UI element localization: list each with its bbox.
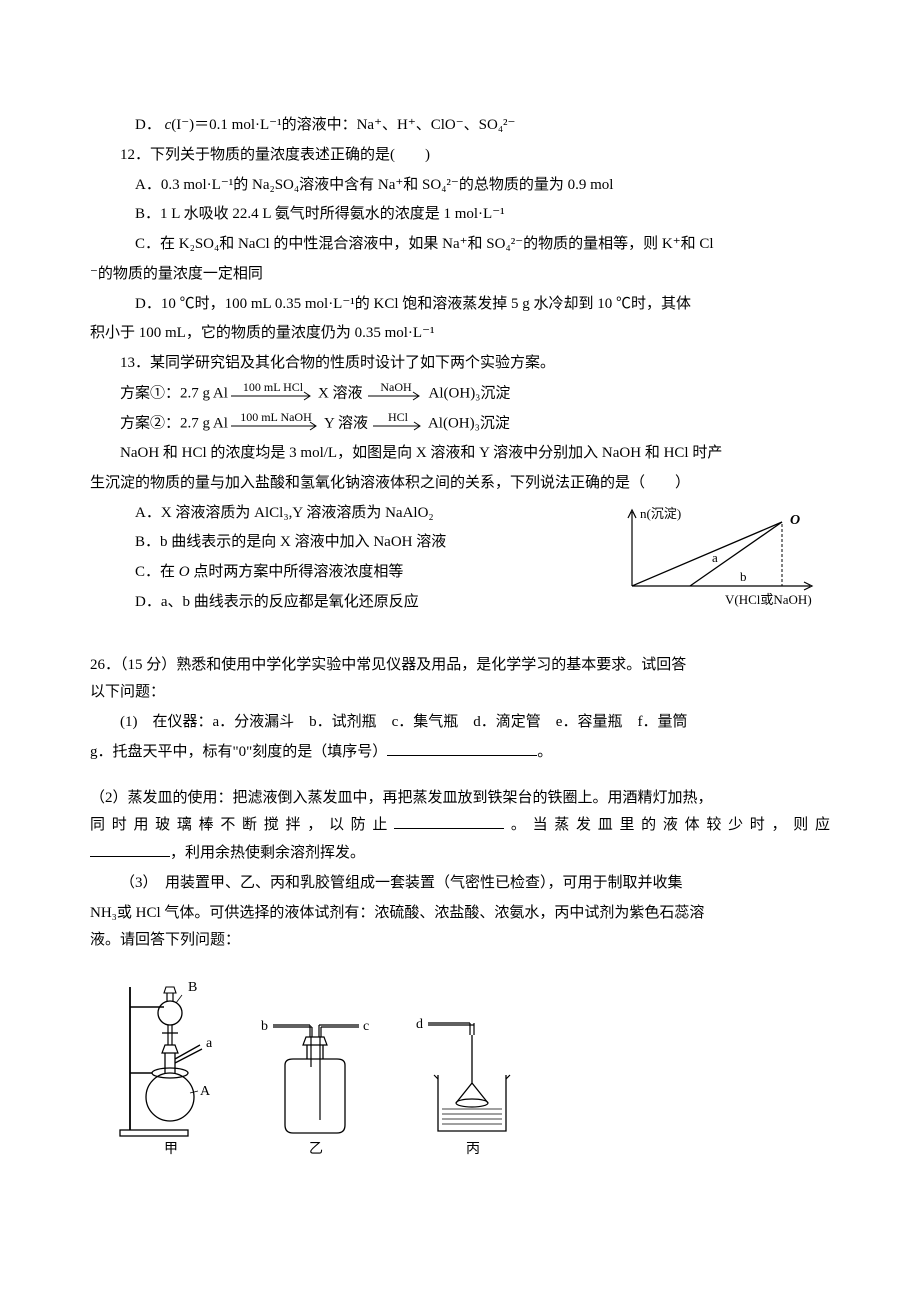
svg-text:乙: 乙 (309, 1141, 323, 1157)
line-a-label: a (712, 550, 718, 565)
arrow-top: 100 mL NaOH (240, 410, 312, 424)
q12-option-b: B．1 L 水吸收 22.4 L 氨气时所得氨水的浓度是 1 mol·L⁻¹ (90, 201, 830, 229)
apparatus-jia: B a A 甲 (120, 980, 213, 1157)
svg-text:d: d (416, 1017, 423, 1032)
q13-option-c: C．在 O 点时两方案中所得溶液浓度相等 (90, 559, 610, 587)
q11-option-d: D． c(I⁻)＝0.1 mol·L⁻¹的溶液中：Na⁺、H⁺、ClO⁻、SO₄… (90, 112, 830, 140)
q26-p1b: g．托盘天平中，标有"0"刻度的是（填序号）。 (90, 739, 830, 767)
q26-p3b: NH₃或 HCl 气体。可供选择的液体试剂有：浓硫酸、浓盐酸、浓氨水，丙中试剂为… (90, 900, 830, 928)
q26-p2b: 同时用玻璃棒不断搅拌，以防止。当蒸发皿里的液体较少时，则应 (90, 812, 830, 840)
svg-text:丙: 丙 (466, 1142, 480, 1157)
label: D． (135, 117, 161, 133)
q26-p1a: (1) 在仪器：a．分液漏斗 b．试剂瓶 c．集气瓶 d．滴定管 e．容量瓶 f… (90, 709, 830, 737)
q13-options: A．X 溶液溶质为 AlCl₃,Y 溶液溶质为 NaAlO₂ B．b 曲线表示的… (90, 498, 610, 619)
apparatus-bing: d 丙 (416, 1017, 510, 1157)
blank-3[interactable] (90, 856, 170, 857)
q26-p3a: （3） 用装置甲、乙、丙和乳胶管组成一套装置（气密性已检查），可用于制取并收集 (90, 870, 830, 898)
q13-body-1: NaOH 和 HCl 的浓度均是 3 mol/L，如图是向 X 溶液和 Y 溶液… (90, 440, 830, 468)
point-o-label: O (790, 513, 800, 528)
q13-options-and-chart: A．X 溶液溶质为 AlCl₃,Y 溶液溶质为 NaAlO₂ B．b 曲线表示的… (90, 498, 830, 624)
arrow-top: 100 mL HCl (243, 380, 304, 394)
q13-stem: 13．某同学研究铝及其化合物的性质时设计了如下两个实验方案。 (90, 350, 830, 378)
svg-text:a: a (206, 1036, 213, 1051)
scheme-1: 方案①：2.7 g Al 100 mL HCl X 溶液 NaOH Al(OH)… (90, 380, 830, 408)
apparatus-svg: B a A 甲 (90, 975, 550, 1165)
apparatus-figure: B a A 甲 (90, 975, 830, 1165)
arrow-icon: NaOH (363, 380, 429, 408)
q26-p2c: ，利用余热使剩余溶剂挥发。 (90, 840, 830, 868)
blank-1[interactable] (387, 755, 537, 756)
apparatus-yi: b c 乙 (261, 1019, 369, 1157)
q12-stem: 12．下列关于物质的量浓度表述正确的是( ) (90, 142, 830, 170)
line-b-label: b (740, 569, 747, 584)
q12-option-c-line2: ⁻的物质的量浓度一定相同 (90, 261, 830, 289)
text: (I⁻)＝0.1 mol·L⁻¹的溶液中：Na⁺、H⁺、ClO⁻、SO₄²⁻ (171, 117, 515, 133)
spacer (90, 767, 830, 785)
q13-chart: n(沉淀) a b O V(HCl或NaOH) (610, 498, 830, 624)
q12-option-d-line1: D．10 ℃时，100 mL 0.35 mol·L⁻¹的 KCl 饱和溶液蒸发掉… (90, 291, 830, 319)
q26-stem-1: 26．（15 分）熟悉和使用中学化学实验中常见仪器及用品，是化学学习的基本要求。… (90, 652, 830, 680)
svg-text:甲: 甲 (164, 1142, 178, 1157)
q13-option-d: D．a、b 曲线表示的反应都是氧化还原反应 (90, 589, 610, 617)
arrow-icon: HCl (368, 410, 428, 438)
q13-option-a: A．X 溶液溶质为 AlCl₃,Y 溶液溶质为 NaAlO₂ (90, 500, 610, 528)
precipitate-chart: n(沉淀) a b O V(HCl或NaOH) (610, 504, 830, 624)
q13-option-b: B．b 曲线表示的是向 X 溶液中加入 NaOH 溶液 (90, 529, 610, 557)
arrow-top: HCl (388, 410, 409, 424)
q12-option-a: A．0.3 mol·L⁻¹的 Na₂SO₄溶液中含有 Na⁺和 SO₄²⁻的总物… (90, 172, 830, 200)
q26-p3c: 液。请回答下列问题： (90, 927, 830, 955)
q26-stem-2: 以下问题： (90, 679, 830, 707)
arrow-icon: 100 mL NaOH (228, 410, 324, 438)
arrow-icon: 100 mL HCl (228, 380, 318, 408)
y-axis-label: n(沉淀) (640, 506, 681, 521)
spacer (90, 624, 830, 652)
svg-text:c: c (363, 1019, 369, 1034)
q12-option-d-line2: 积小于 100 mL，它的物质的量浓度仍为 0.35 mol·L⁻¹ (90, 320, 830, 348)
q26-p2a: （2）蒸发皿的使用：把滤液倒入蒸发皿中，再把蒸发皿放到铁架台的铁圈上。用酒精灯加… (90, 785, 830, 813)
svg-text:B: B (188, 980, 197, 995)
q13-body-2: 生沉淀的物质的量与加入盐酸和氢氧化钠溶液体积之间的关系，下列说法正确的是（ ） (90, 470, 830, 498)
svg-text:b: b (261, 1019, 268, 1034)
x-axis-label: V(HCl或NaOH) (725, 592, 812, 607)
scheme-2: 方案②：2.7 g Al 100 mL NaOH Y 溶液 HCl Al(OH)… (90, 410, 830, 438)
svg-text:A: A (200, 1084, 211, 1099)
q12-option-c-line1: C．在 K₂SO₄和 NaCl 的中性混合溶液中，如果 Na⁺和 SO₄²⁻的物… (90, 231, 830, 259)
blank-2[interactable] (394, 828, 504, 829)
arrow-top: NaOH (380, 380, 412, 394)
